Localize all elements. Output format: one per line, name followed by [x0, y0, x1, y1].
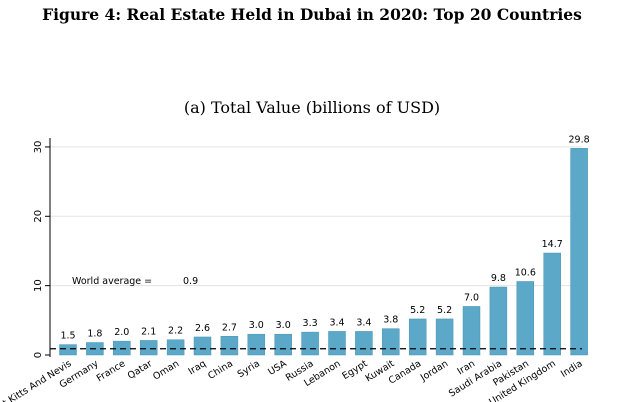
bar-value-label: 5.2 [437, 305, 452, 316]
bar-value-label: 3.0 [276, 320, 291, 331]
y-axis: 0 10 20 30 [33, 138, 51, 358]
category-label: Jordan [418, 358, 450, 384]
world-average-label: World average = [72, 276, 152, 287]
category-label: China [206, 358, 235, 382]
bar-value-label: 1.8 [87, 329, 102, 340]
figure-title: Figure 4: Real Estate Held in Dubai in 2… [42, 5, 582, 24]
bar-value-label: 2.1 [141, 326, 156, 337]
bar-value-label: 3.0 [249, 320, 264, 331]
y-tick-label: 30 [33, 141, 44, 154]
bar-value-label: 5.2 [410, 305, 425, 316]
bar [220, 336, 239, 356]
bar [489, 286, 508, 356]
bar-value-label: 2.0 [114, 327, 129, 338]
y-tick-label: 10 [33, 279, 44, 292]
bar-value-label: 9.8 [491, 273, 506, 284]
category-label: India [559, 358, 585, 380]
grid-lines [50, 146, 582, 287]
bar-value-label: 2.6 [195, 323, 210, 334]
world-average-reference: World average = 0.9 [50, 276, 582, 350]
bar [301, 331, 319, 356]
bar [408, 318, 427, 356]
category-label: Syria [236, 358, 262, 380]
bar [435, 318, 454, 356]
bar-value-label: 2.2 [168, 326, 183, 337]
bar [274, 333, 292, 356]
bar [462, 306, 481, 356]
bar-value-label: 3.4 [329, 317, 344, 328]
y-tick-label: 0 [33, 352, 44, 358]
bar-value-label: 3.8 [383, 315, 398, 326]
bar [193, 336, 212, 356]
bar [59, 344, 77, 356]
bar [382, 328, 400, 356]
category-label: France [95, 358, 128, 384]
bar [516, 281, 535, 356]
category-label: Qatar [126, 358, 155, 382]
category-label: Oman [151, 358, 181, 382]
bar-value-label: 3.4 [356, 317, 371, 328]
bar [328, 331, 346, 356]
bars: 1.5Saint Kitts And Nevis1.8Germany2.0Fra… [0, 134, 590, 402]
bar-value-label: 2.7 [222, 322, 237, 333]
bar [355, 331, 373, 356]
bar [570, 148, 588, 356]
category-label: Iraq [187, 358, 209, 377]
bar-value-label: 14.7 [542, 239, 563, 250]
bar [166, 339, 185, 356]
chart-subtitle: (a) Total Value (billions of USD) [184, 98, 440, 117]
bar-value-label: 1.5 [60, 331, 75, 342]
bar-value-label: 7.0 [464, 292, 479, 303]
world-average-value: 0.9 [183, 276, 198, 287]
bar [113, 340, 131, 356]
bar [139, 340, 158, 356]
bar-value-label: 29.8 [569, 134, 590, 145]
bar [543, 252, 561, 356]
bar-value-label: 10.6 [515, 267, 536, 278]
bar [247, 333, 266, 356]
bar-value-label: 3.3 [303, 318, 318, 329]
y-tick-label: 20 [33, 210, 44, 223]
